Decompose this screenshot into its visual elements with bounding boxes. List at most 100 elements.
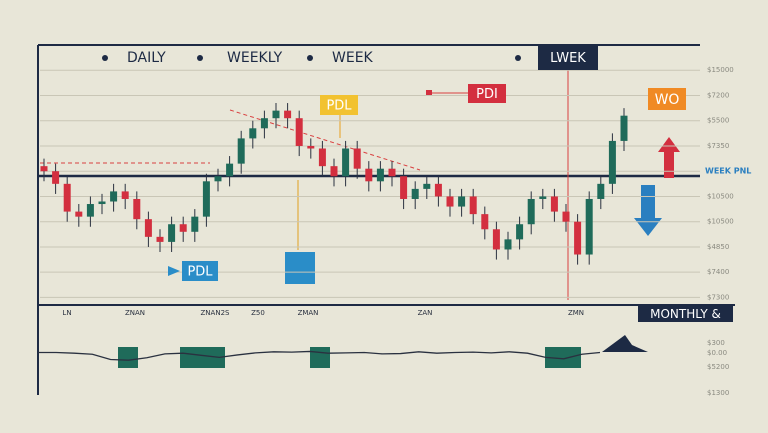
x-tick-label: ZMAN bbox=[298, 309, 319, 317]
x-tick-label: Z50 bbox=[251, 309, 265, 317]
x-tick-label: ZAN bbox=[418, 309, 433, 317]
y-tick-label: $10500 bbox=[707, 192, 734, 200]
candle-body bbox=[52, 171, 60, 184]
candle-body bbox=[330, 166, 338, 177]
indicator-block bbox=[310, 347, 330, 368]
candle-body bbox=[446, 196, 454, 207]
y-tick-label: WEEK PNL bbox=[705, 167, 751, 176]
x-tick-label: ZNAN bbox=[125, 309, 145, 317]
candle-body bbox=[620, 115, 628, 141]
pdl-arrow bbox=[168, 266, 180, 276]
y-tick-label: $15000 bbox=[707, 66, 734, 74]
candle-body bbox=[86, 204, 94, 217]
candle-body bbox=[214, 176, 222, 182]
header-dot bbox=[307, 55, 313, 61]
marker-box bbox=[285, 252, 315, 284]
annotation: LWEK bbox=[550, 51, 586, 66]
candle-body bbox=[295, 118, 303, 146]
annotation: PDI bbox=[476, 87, 498, 102]
indicator-block bbox=[545, 347, 581, 368]
candle-body bbox=[469, 196, 477, 215]
header-label: DAILY bbox=[127, 50, 166, 66]
y-tick-label: $7400 bbox=[707, 268, 729, 276]
y-tick-label: $7300 bbox=[707, 293, 729, 301]
down-arrow bbox=[634, 185, 662, 236]
candle-body bbox=[179, 224, 187, 232]
candle-body bbox=[226, 163, 234, 177]
candle-body bbox=[191, 216, 199, 232]
indicator-label: $0.00 bbox=[707, 349, 727, 357]
header-label: WEEKLY bbox=[227, 50, 283, 66]
candle-body bbox=[249, 128, 257, 139]
candle-body bbox=[133, 198, 141, 220]
mini-marker bbox=[602, 335, 648, 352]
y-tick-label: $4850 bbox=[707, 243, 729, 251]
annotation: MONTHLY & bbox=[650, 307, 721, 321]
annotation-box bbox=[648, 88, 686, 110]
x-tick-label: LN bbox=[62, 309, 71, 317]
header-label: WEEK bbox=[332, 50, 374, 66]
candle-body bbox=[75, 211, 83, 217]
candle-body bbox=[434, 183, 442, 197]
indicator-block bbox=[118, 347, 138, 368]
candle-body bbox=[342, 148, 350, 177]
candle-body bbox=[492, 229, 500, 250]
candle-body bbox=[597, 183, 605, 199]
header-dot bbox=[197, 55, 203, 61]
candle-body bbox=[527, 198, 535, 225]
y-tick-label: $5500 bbox=[707, 117, 729, 125]
candle-body bbox=[318, 148, 326, 167]
candle-body bbox=[388, 168, 396, 177]
header-dot bbox=[515, 55, 521, 61]
candle-body bbox=[423, 183, 431, 189]
candle-body bbox=[516, 224, 524, 240]
candle-body bbox=[272, 110, 280, 119]
indicator-label: $1300 bbox=[707, 389, 729, 397]
candle-body bbox=[307, 145, 315, 149]
candle-body bbox=[411, 188, 419, 199]
annotation-box bbox=[538, 45, 598, 70]
candle-body bbox=[237, 138, 245, 164]
candle-body bbox=[608, 140, 616, 184]
candle-body bbox=[156, 236, 164, 242]
candle-body bbox=[260, 118, 268, 129]
annotation: WO bbox=[655, 92, 680, 108]
candle-body bbox=[400, 176, 408, 199]
candle-body bbox=[40, 166, 48, 172]
annotation-box bbox=[468, 84, 506, 103]
candle-body bbox=[574, 221, 582, 255]
candle-body bbox=[63, 183, 71, 212]
candle-body bbox=[562, 211, 570, 222]
candle-body bbox=[121, 191, 129, 199]
candle-body bbox=[284, 110, 292, 119]
candle-body bbox=[365, 168, 373, 182]
candle-body bbox=[168, 224, 176, 242]
candle-body bbox=[144, 219, 152, 237]
annotation-box bbox=[320, 95, 358, 115]
candle-body bbox=[585, 198, 593, 255]
candle-body bbox=[550, 196, 558, 212]
candle-body bbox=[504, 239, 512, 250]
y-tick-label: $7200 bbox=[707, 91, 729, 99]
x-tick-label: ZNAN2S bbox=[201, 309, 231, 317]
candle-body bbox=[481, 214, 489, 230]
pdi-dot bbox=[426, 90, 432, 96]
indicator-line bbox=[38, 350, 601, 361]
y-tick-label: $7350 bbox=[707, 142, 729, 150]
header-dot bbox=[102, 55, 108, 61]
up-arrow bbox=[658, 137, 680, 178]
y-tick-label: $10500 bbox=[707, 218, 734, 226]
candle-body bbox=[539, 196, 547, 199]
indicator-label: $5200 bbox=[707, 363, 729, 371]
candle-body bbox=[202, 181, 210, 217]
indicator-label: $300 bbox=[707, 339, 725, 347]
annotation: PDL bbox=[326, 99, 352, 114]
x-tick-label: ZMN bbox=[568, 309, 584, 317]
candle-body bbox=[110, 191, 118, 202]
annotation-box bbox=[182, 261, 218, 281]
annotation-box bbox=[638, 305, 733, 322]
annotation: PDL bbox=[187, 265, 213, 280]
candle-body bbox=[376, 168, 384, 182]
candle-body bbox=[98, 201, 106, 205]
